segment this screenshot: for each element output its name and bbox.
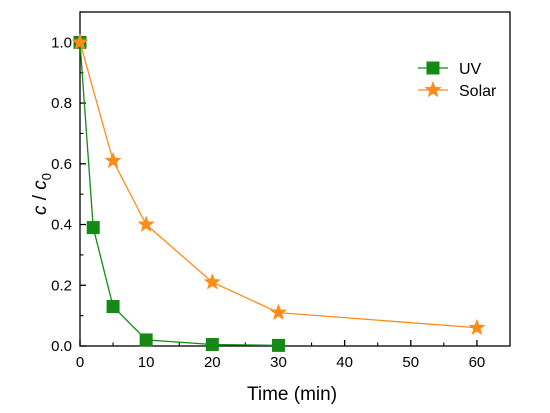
x-axis-title: Time (min) xyxy=(247,384,337,405)
legend-item-solar: Solar xyxy=(418,81,497,100)
data-point-solar xyxy=(203,273,221,290)
data-point-solar xyxy=(137,215,155,232)
legend-label-uv: UV xyxy=(459,61,482,78)
data-point-uv xyxy=(86,221,100,235)
legend-item-uv: UV xyxy=(418,61,482,78)
x-tick-label: 10 xyxy=(138,354,155,371)
x-axis: 0 10 20 30 40 50 60 xyxy=(76,340,485,371)
series-line-solar xyxy=(79,42,477,329)
x-tick-label: 50 xyxy=(402,354,419,371)
x-tick-label: 40 xyxy=(336,354,353,371)
series-solar xyxy=(71,33,486,336)
y-tick-label: 0.6 xyxy=(51,156,72,173)
data-point-solar xyxy=(71,33,89,50)
y-tick-label: 0.0 xyxy=(51,338,72,355)
y-tick-label: 0.4 xyxy=(51,217,72,234)
x-tick-label: 60 xyxy=(469,354,486,371)
x-tick-label: 30 xyxy=(270,354,287,371)
y-axis-title: c / c0 xyxy=(30,173,54,215)
series-layer xyxy=(71,33,486,352)
data-point-solar xyxy=(468,318,486,336)
y-axis-title-slash: / xyxy=(30,190,51,206)
data-point-uv xyxy=(106,300,120,314)
series-line-uv xyxy=(79,42,279,347)
series-uv xyxy=(73,35,285,352)
y-axis: 0.0 0.2 0.4 0.6 0.8 1.0 xyxy=(51,11,86,355)
legend-marker-solar xyxy=(424,81,442,98)
y-axis-title-var: c xyxy=(30,180,51,190)
legend: UV Solar xyxy=(418,61,497,100)
y-tick-label: 0.2 xyxy=(51,277,72,294)
y-tick-label: 0.8 xyxy=(51,95,72,112)
legend-label-solar: Solar xyxy=(459,83,497,100)
data-point-solar xyxy=(269,303,288,320)
y-axis-title-main: c xyxy=(30,205,51,215)
plot-frame xyxy=(79,11,511,347)
data-point-uv xyxy=(139,333,153,347)
y-tick-label: 1.0 xyxy=(51,34,72,51)
legend-marker-uv xyxy=(426,61,440,75)
y-axis-title-subscript: 0 xyxy=(39,173,54,180)
x-tick-label: 20 xyxy=(204,354,221,371)
plot-area-border xyxy=(79,11,511,347)
x-tick-label: 0 xyxy=(76,354,84,371)
data-point-solar xyxy=(104,151,122,169)
data-point-uv xyxy=(205,337,219,351)
data-point-uv xyxy=(271,338,285,352)
